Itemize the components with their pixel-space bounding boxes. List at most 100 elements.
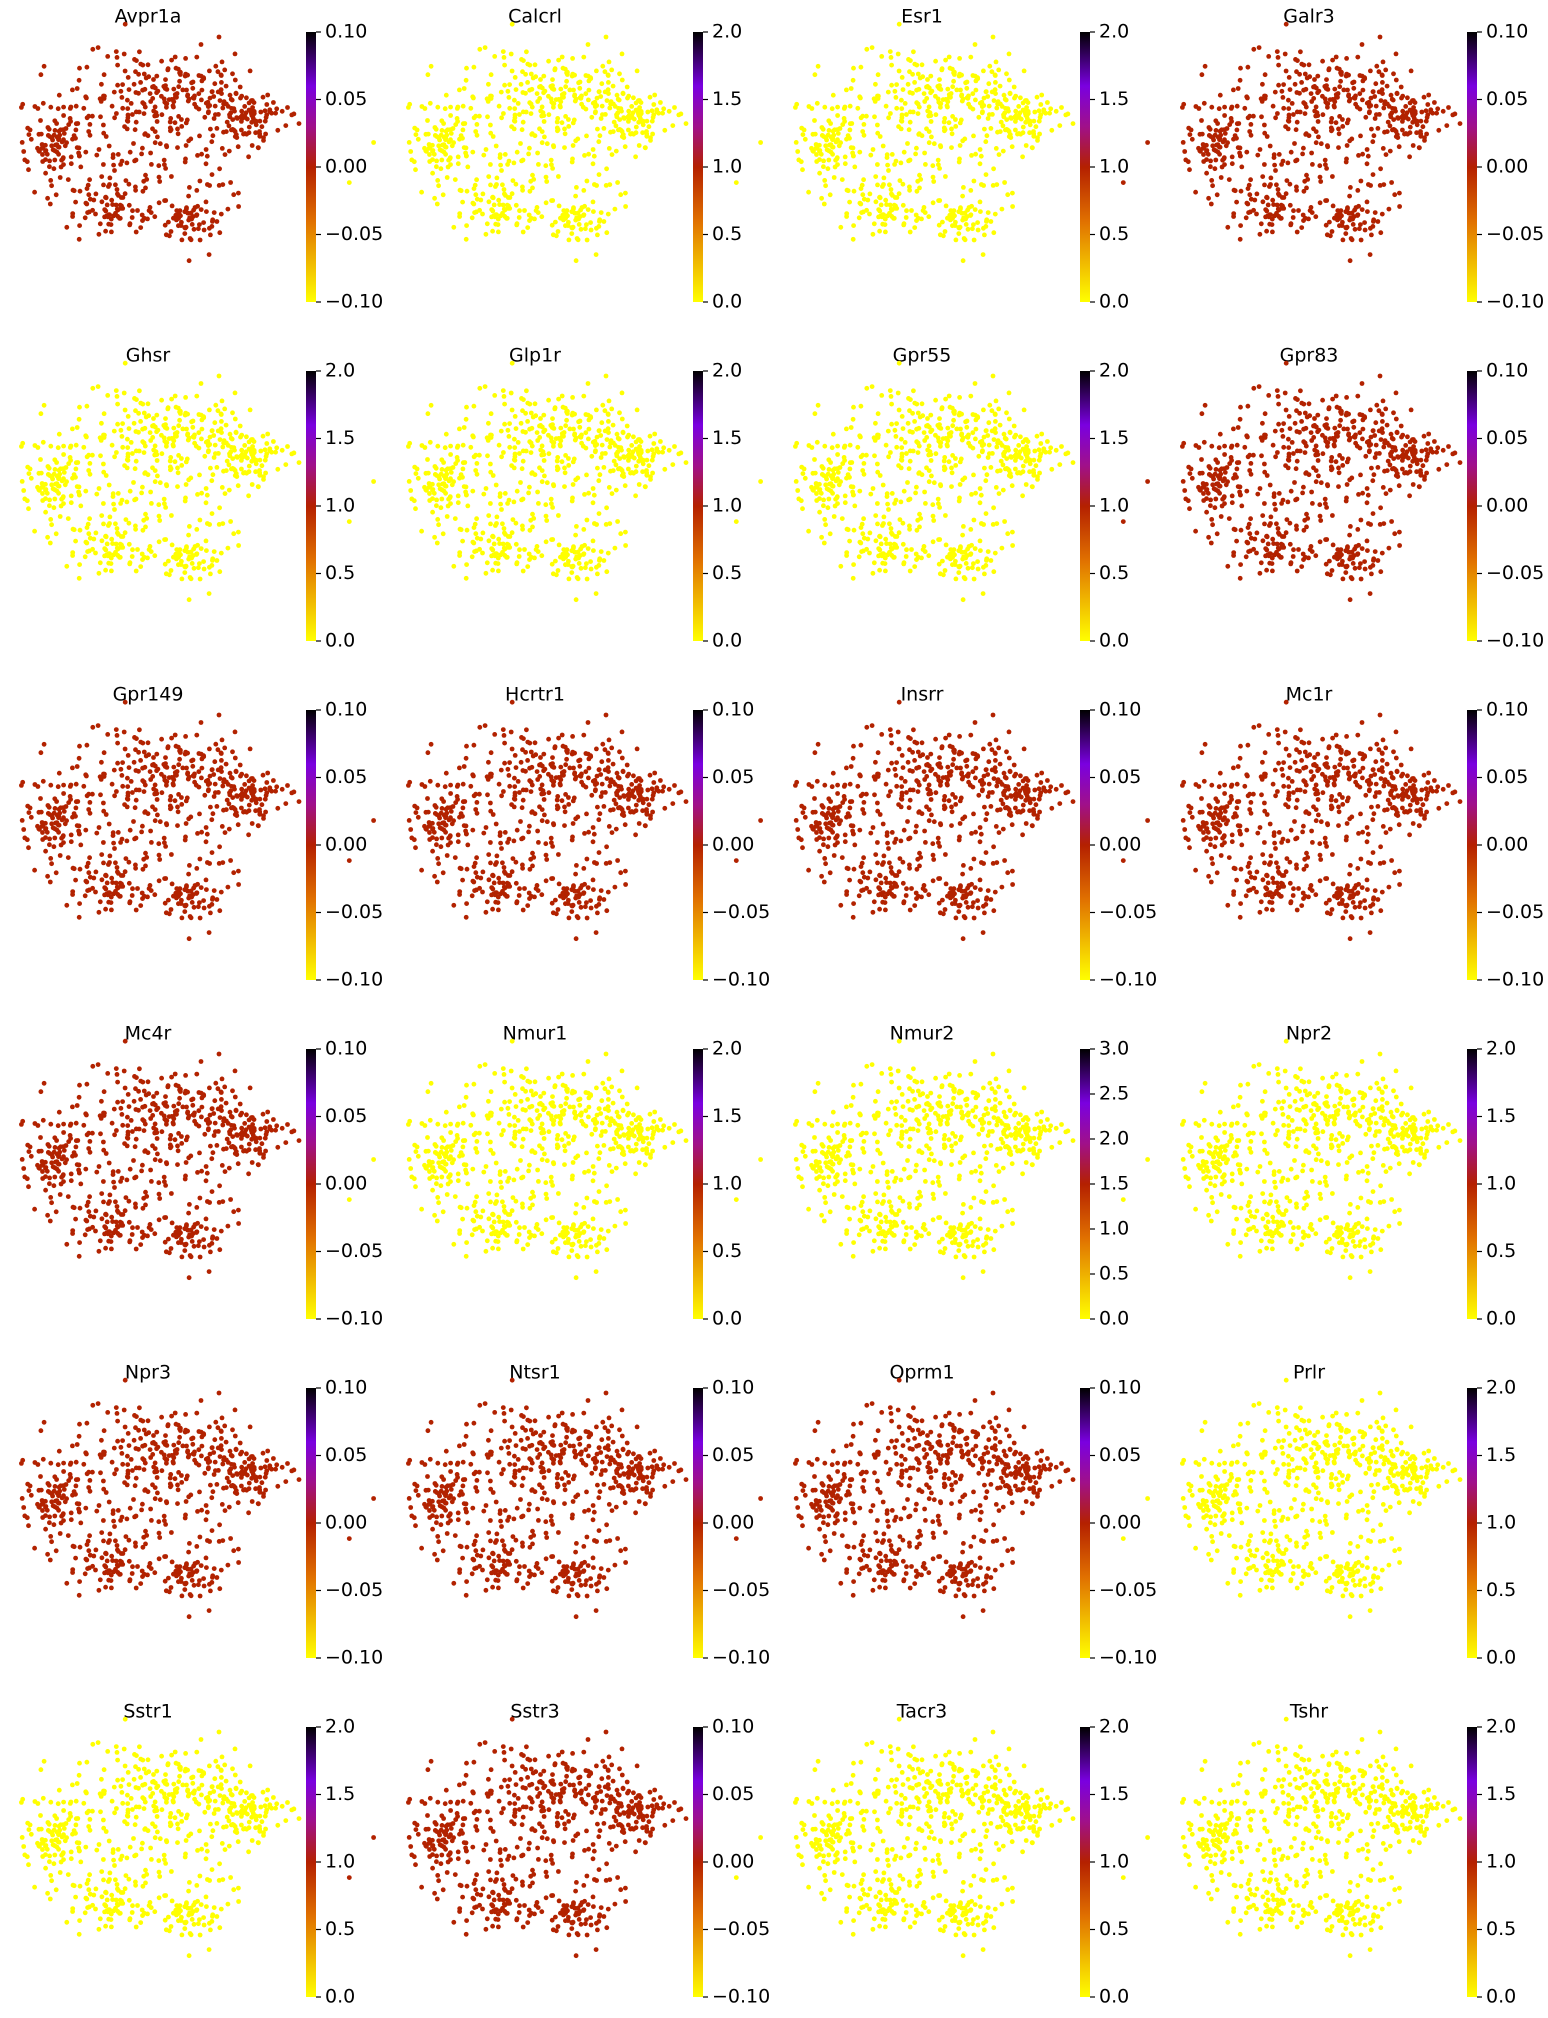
cell-dot bbox=[1231, 87, 1236, 93]
cell-dot bbox=[1262, 72, 1268, 78]
cell-dot bbox=[953, 463, 959, 468]
cell-dot bbox=[43, 148, 49, 153]
cell-dot bbox=[461, 484, 467, 489]
cell-dot bbox=[232, 416, 238, 422]
cell-dot bbox=[1394, 90, 1400, 96]
cell-dot bbox=[194, 188, 200, 193]
cell-dot bbox=[595, 571, 600, 577]
cell-dot bbox=[75, 121, 81, 126]
cell-dot bbox=[847, 199, 852, 205]
cell-dot bbox=[464, 527, 470, 533]
cell-dot bbox=[844, 553, 849, 558]
cell-dot bbox=[873, 420, 878, 426]
cell-dot bbox=[924, 84, 929, 90]
cell-dot bbox=[841, 116, 847, 121]
cell-dot bbox=[289, 451, 295, 457]
cell-dot bbox=[623, 543, 628, 548]
cell-dot bbox=[623, 204, 628, 209]
cell-dot bbox=[507, 534, 513, 539]
cell-dot bbox=[211, 549, 217, 554]
cell-dot bbox=[1212, 166, 1218, 172]
cell-dot bbox=[263, 131, 268, 137]
colorbar bbox=[1080, 32, 1090, 302]
cell-dot bbox=[1208, 540, 1214, 546]
cell-dot bbox=[1273, 115, 1278, 121]
cell-dot bbox=[973, 151, 978, 157]
cell-dot bbox=[207, 522, 213, 527]
cell-dot bbox=[105, 553, 111, 559]
cell-dot bbox=[84, 540, 90, 546]
cell-dot bbox=[894, 82, 899, 87]
cell-dot bbox=[65, 177, 71, 183]
cell-dot bbox=[644, 470, 650, 476]
cell-dot bbox=[1386, 545, 1392, 551]
cell-dot bbox=[474, 535, 480, 541]
cell-dot bbox=[806, 189, 811, 195]
cell-dot bbox=[920, 547, 926, 552]
cell-dot bbox=[176, 114, 182, 119]
cell-dot bbox=[122, 191, 128, 197]
cell-dot bbox=[485, 453, 490, 459]
cell-dot bbox=[167, 119, 173, 125]
cell-dot bbox=[191, 565, 197, 571]
cell-dot bbox=[930, 200, 936, 206]
cell-dot bbox=[196, 412, 202, 417]
cell-dot bbox=[598, 549, 604, 554]
cell-dot bbox=[616, 97, 622, 103]
cell-dot bbox=[905, 420, 911, 426]
cell-dot bbox=[77, 223, 82, 229]
cell-dot bbox=[101, 72, 107, 78]
cell-dot bbox=[499, 507, 504, 512]
cell-dot bbox=[960, 532, 965, 538]
cell-dot bbox=[983, 428, 989, 434]
cell-dot bbox=[842, 493, 848, 499]
cell-dot bbox=[1020, 130, 1026, 136]
cell-dot bbox=[860, 192, 866, 198]
cell-dot bbox=[951, 417, 956, 423]
cell-cloud bbox=[19, 360, 302, 603]
cell-dot bbox=[207, 183, 213, 188]
cell-dot bbox=[520, 526, 525, 532]
cell-dot bbox=[604, 230, 610, 236]
cell-dot bbox=[47, 497, 52, 503]
cell-dot bbox=[218, 72, 224, 78]
cell-dot bbox=[588, 415, 594, 421]
cell-dot bbox=[892, 427, 898, 433]
cell-dot bbox=[848, 425, 854, 430]
cell-dot bbox=[1003, 97, 1009, 103]
cell-dot bbox=[1457, 460, 1463, 465]
cell-dot bbox=[1379, 211, 1385, 217]
cell-dot bbox=[963, 222, 969, 227]
cell-dot bbox=[267, 107, 273, 113]
cell-dot bbox=[1276, 82, 1281, 88]
cell-dot bbox=[852, 503, 858, 509]
cell-dot bbox=[991, 98, 997, 103]
cell-dot bbox=[175, 484, 180, 489]
cell-dot bbox=[1009, 144, 1015, 150]
cell-dot bbox=[527, 62, 533, 68]
cell-dot bbox=[1273, 168, 1278, 173]
cell-dot bbox=[127, 488, 133, 494]
cell-dot bbox=[1326, 405, 1332, 411]
cell-dot bbox=[980, 448, 985, 454]
cell-dot bbox=[77, 188, 83, 194]
cell-dot bbox=[520, 229, 526, 235]
cell-dot bbox=[1323, 438, 1329, 444]
cell-dot bbox=[827, 531, 833, 537]
cell-dot bbox=[896, 407, 902, 413]
cell-dot bbox=[584, 472, 589, 478]
cell-dot bbox=[90, 46, 96, 52]
cell-dot bbox=[1310, 162, 1315, 167]
cell-dot bbox=[990, 522, 996, 527]
cell-dot bbox=[946, 393, 952, 399]
cell-dot bbox=[246, 154, 252, 160]
cell-dot bbox=[455, 161, 461, 167]
cell-dot bbox=[207, 407, 212, 413]
cell-dot bbox=[889, 421, 894, 427]
cell-dot bbox=[182, 412, 188, 418]
cell-dot bbox=[597, 556, 603, 562]
cell-dot bbox=[968, 188, 974, 193]
cell-dot bbox=[1348, 185, 1353, 190]
cell-dot bbox=[463, 416, 469, 422]
cell-dot bbox=[631, 116, 637, 122]
